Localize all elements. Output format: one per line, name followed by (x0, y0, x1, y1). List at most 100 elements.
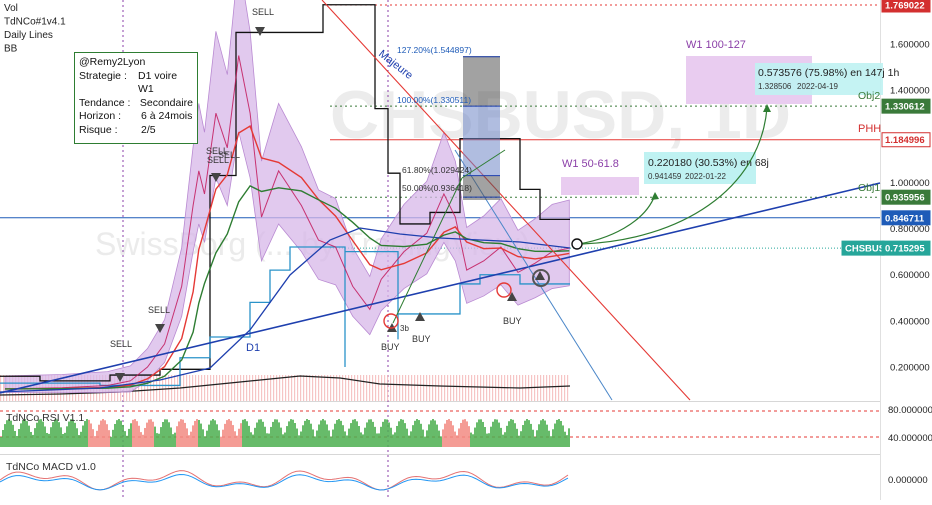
rsi-bar (30, 431, 32, 447)
rsi-bar (542, 419, 544, 447)
rsi-bar (102, 419, 104, 447)
rsi-bar (258, 419, 260, 447)
rsi-bar (160, 427, 162, 447)
buy-label: BUY (412, 334, 431, 344)
rsi-bar (106, 424, 108, 447)
rsi-bar (516, 428, 518, 447)
overlay-label[interactable]: Vol (4, 3, 18, 14)
price-badge-label: 1.769022 (885, 1, 925, 12)
rsi-bar (530, 423, 532, 447)
overlay-label[interactable]: Daily Lines (4, 30, 53, 41)
rsi-bar (292, 419, 294, 447)
rsi-bar (208, 424, 210, 447)
rsi-bar (178, 421, 180, 447)
rsi-bar (252, 434, 254, 447)
rsi-bar (568, 428, 570, 447)
rsi-bar (70, 419, 72, 447)
rsi-bar (14, 430, 16, 447)
price-badge-label: 1.330612 (885, 102, 925, 113)
rsi-bar (264, 426, 266, 447)
info-row: Risque : 2/5 (79, 124, 193, 138)
rsi-bar (260, 419, 262, 447)
sell-marker (115, 373, 125, 382)
rsi-bar (272, 421, 274, 447)
rsi-bar (2, 429, 4, 447)
rsi-bar (402, 419, 404, 447)
rsi-bar (350, 423, 352, 447)
rsi-bar (460, 422, 462, 447)
sell-marker (211, 173, 221, 182)
rsi-bar (308, 420, 310, 447)
rsi-bar (404, 423, 406, 447)
rsi-bar (86, 419, 88, 447)
rsi-bar (506, 425, 508, 447)
rsi-bar (326, 424, 328, 447)
rsi-bar (300, 431, 302, 447)
rsi-bar (316, 430, 318, 447)
target-w1-50-main: 0.220180 (30.53%) en 68j (648, 157, 769, 169)
rsi-bar (130, 423, 132, 447)
rsi-bar (202, 429, 204, 447)
price-tick-label: 1.000000 (890, 178, 930, 189)
rsi-bar (226, 420, 228, 447)
rsi-bar (420, 423, 422, 447)
target-w1-100-main: 0.573576 (75.98%) en 147j 1h (758, 67, 899, 79)
rsi-bar (330, 436, 332, 447)
rsi-bar (320, 420, 322, 447)
rsi-bar (112, 429, 114, 447)
rsi-bar (360, 432, 362, 447)
rsi-bar (218, 430, 220, 447)
rsi-bar (342, 425, 344, 447)
rsi-bar (468, 426, 470, 447)
rsi-bar (138, 425, 140, 447)
rsi-bar (294, 423, 296, 447)
macd-panel (0, 470, 569, 491)
sell-label: SELL (218, 150, 240, 160)
price-badge (881, 0, 931, 13)
fib-label: 61.80%(1.029424) (402, 165, 472, 175)
rsi-bar (110, 436, 112, 447)
target-w1-100-box (755, 63, 883, 95)
rsi-bar (488, 433, 490, 447)
rsi-bar (212, 419, 214, 447)
rsi-bar (188, 435, 190, 447)
price-badge-label: 0.935956 (885, 193, 925, 204)
rsi-bar (152, 421, 154, 447)
macd-label: TdNCo MACD v1.0 (6, 461, 96, 473)
rsi-bar (72, 419, 74, 447)
fib-label: 127.20%(1.544897) (397, 45, 472, 55)
rsi-bar (434, 420, 436, 447)
sell-label: SELL (148, 305, 170, 315)
rsi-bar (358, 426, 360, 447)
rsi-bar (538, 424, 540, 447)
rsi-bar (132, 419, 134, 447)
rsi-bar (18, 429, 20, 447)
overlay-label[interactable]: BB (4, 44, 18, 55)
rsi-bar (306, 419, 308, 447)
price-badge-label: 1.184996 (885, 135, 925, 146)
rsi-bar (40, 419, 42, 447)
rsi-bar (498, 422, 500, 447)
rsi-bar (286, 426, 288, 447)
rsi-bar (158, 433, 160, 447)
rsi-bar (394, 432, 396, 447)
target-w1-50-zone (561, 177, 639, 195)
fib-label: 100.00%(1.330511) (397, 95, 471, 105)
rsi-bar (52, 422, 54, 447)
price-axis[interactable]: 1.6000001.4000001.2000001.0000000.800000… (890, 39, 930, 373)
rsi-bar (400, 419, 402, 447)
info-value: 2/5 (141, 123, 156, 136)
overlay-label[interactable]: TdNCo#1v4.1 (4, 17, 66, 28)
rsi-bar (136, 421, 138, 447)
sell-label: SELL (110, 339, 132, 349)
sub-panel-ticks: 80.000000 40.000000 0.000000 (888, 405, 932, 486)
rsi-bar (480, 419, 482, 447)
rsi-bar (302, 425, 304, 447)
rsi-bar (268, 433, 270, 447)
rsi-bar (450, 420, 452, 447)
indicator-overlay-list[interactable]: Vol TdNCo#1v4.1 Daily Lines BB (4, 3, 66, 55)
rsi-bar (444, 423, 446, 447)
rsi-bar (322, 419, 324, 447)
